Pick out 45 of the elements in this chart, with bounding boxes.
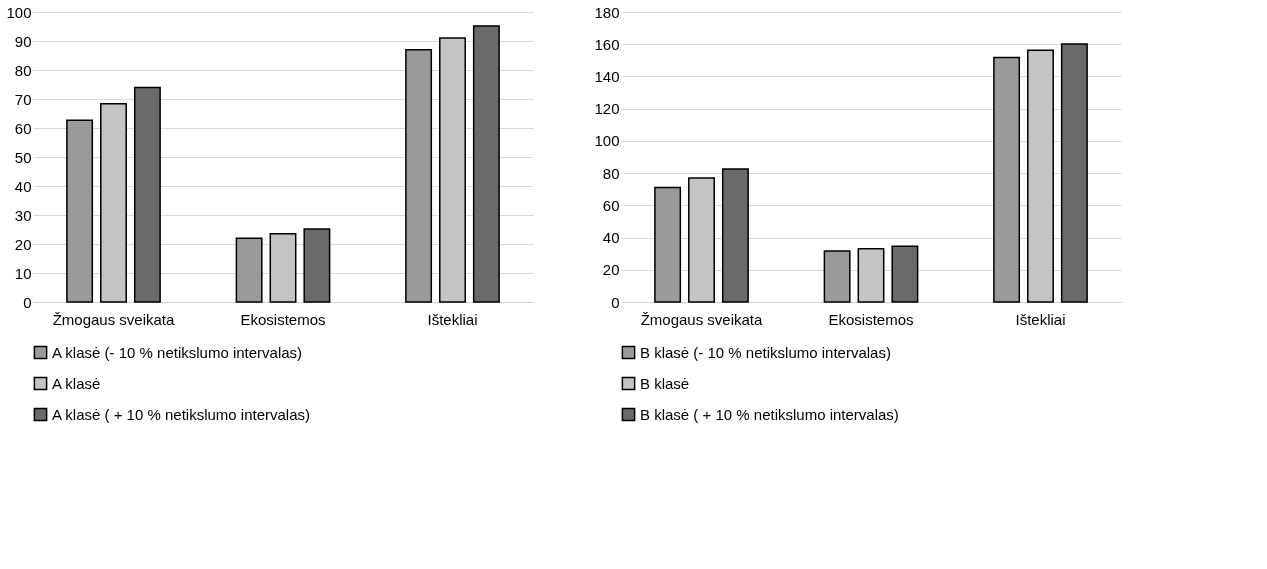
bar bbox=[472, 25, 500, 303]
bar bbox=[721, 168, 749, 303]
y-tick-label: 0 bbox=[611, 293, 620, 311]
y-tick-label: 100 bbox=[6, 3, 32, 21]
legend-label: A klasė bbox=[52, 374, 101, 392]
bar bbox=[1060, 43, 1088, 303]
bar bbox=[303, 228, 331, 303]
y-tick-label: 80 bbox=[602, 164, 620, 182]
legend-label: B klasė ( + 10 % netikslumo intervalas) bbox=[640, 405, 899, 423]
bar bbox=[66, 119, 94, 303]
y-tick-label: 60 bbox=[602, 196, 620, 214]
bar bbox=[235, 237, 263, 303]
y-tick-label: 30 bbox=[14, 206, 32, 224]
bar bbox=[823, 250, 851, 303]
y-tick-label: 80 bbox=[14, 61, 32, 79]
bar bbox=[405, 48, 433, 303]
y-tick-label: 20 bbox=[14, 235, 32, 253]
x-tick-label: Ištekliai bbox=[1015, 310, 1066, 328]
y-tick-label: 90 bbox=[14, 32, 32, 50]
y-tick-label: 160 bbox=[594, 35, 620, 53]
bar bbox=[654, 186, 682, 303]
y-tick-label: 20 bbox=[602, 261, 620, 279]
bar bbox=[891, 245, 919, 303]
y-tick-label: 60 bbox=[14, 119, 32, 137]
bar bbox=[133, 86, 161, 303]
y-tick-label: 120 bbox=[594, 100, 620, 118]
legend-label: A klasė (- 10 % netikslumo intervalas) bbox=[52, 343, 303, 361]
bar bbox=[993, 56, 1021, 303]
y-tick-label: 140 bbox=[594, 67, 620, 85]
y-tick-label: 40 bbox=[602, 229, 620, 247]
y-tick-label: 70 bbox=[14, 90, 32, 108]
y-tick-label: 40 bbox=[14, 177, 32, 195]
y-tick-label: 0 bbox=[23, 293, 32, 311]
x-tick-label: Žmogaus sveikata bbox=[52, 310, 176, 328]
x-tick-label: Ekosistemos bbox=[240, 310, 326, 328]
y-tick-label: 180 bbox=[594, 3, 620, 21]
legend-label: B klasė (- 10 % netikslumo intervalas) bbox=[640, 343, 891, 361]
y-tick-label: 10 bbox=[14, 264, 32, 282]
legend-label: B klasė bbox=[640, 374, 690, 392]
x-tick-label: Ekosistemos bbox=[828, 310, 914, 328]
y-tick-label: 100 bbox=[594, 132, 620, 150]
x-tick-label: Ištekliai bbox=[427, 310, 478, 328]
x-tick-label: Žmogaus sveikata bbox=[640, 310, 764, 328]
y-tick-label: 50 bbox=[14, 148, 32, 166]
legend-label: A klasė ( + 10 % netikslumo intervalas) bbox=[52, 405, 311, 423]
